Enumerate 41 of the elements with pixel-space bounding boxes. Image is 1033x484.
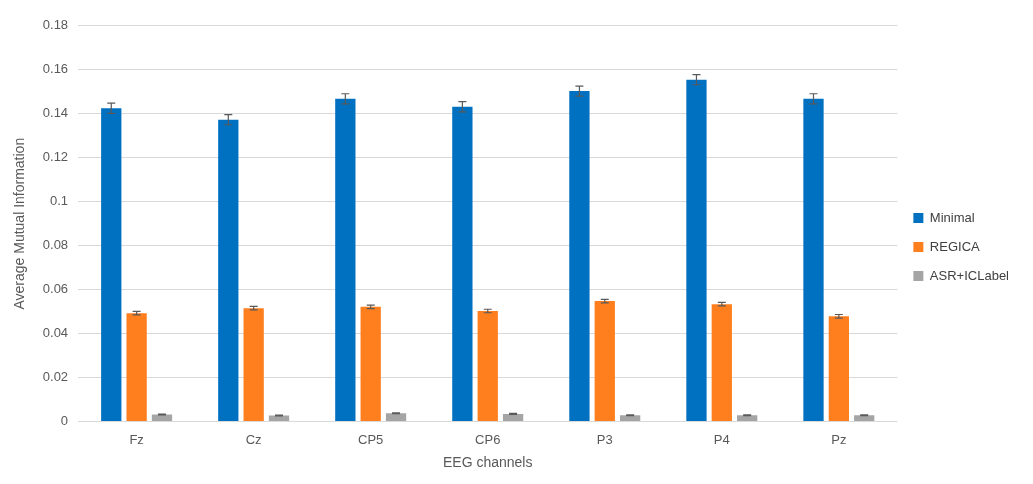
bar xyxy=(803,98,824,422)
bar xyxy=(218,119,239,422)
y-tick-label: 0.02 xyxy=(42,369,69,385)
bar xyxy=(737,415,758,422)
bar xyxy=(335,98,356,422)
bar xyxy=(854,415,875,422)
bar xyxy=(101,108,122,422)
y-tick-label: 0.08 xyxy=(42,237,69,253)
y-tick-label: 0.12 xyxy=(42,149,69,165)
x-tick-label: P3 xyxy=(596,431,613,447)
bar xyxy=(594,301,615,422)
bar xyxy=(619,415,641,422)
bar xyxy=(452,106,473,422)
bar xyxy=(828,316,849,422)
y-tick-label: 0 xyxy=(60,413,69,429)
y-tick-label: 0.14 xyxy=(42,105,69,121)
x-tick-label: CP6 xyxy=(475,431,501,447)
y-tick-label: 0.04 xyxy=(42,325,69,341)
y-axis-title: Average Mutual Information xyxy=(11,137,28,310)
bar xyxy=(126,313,147,422)
x-axis-title: EEG channels xyxy=(442,454,533,471)
bar xyxy=(502,413,524,422)
bar xyxy=(243,308,264,422)
legend-label: REGICA xyxy=(929,238,981,254)
x-tick-label: Cz xyxy=(245,431,262,447)
bar xyxy=(569,91,590,422)
x-tick-label: CP5 xyxy=(358,431,384,447)
y-tick-label: 0.18 xyxy=(42,17,69,33)
bar xyxy=(711,304,732,422)
legend-label: Minimal xyxy=(929,209,975,225)
y-tick-label: 0.16 xyxy=(42,61,69,77)
bar xyxy=(360,306,381,422)
x-tick-label: P4 xyxy=(713,431,730,447)
y-tick-label: 0.06 xyxy=(42,281,69,297)
x-tick-label: Pz xyxy=(831,431,847,447)
bar xyxy=(686,79,707,422)
bar xyxy=(385,413,407,422)
y-tick-label: 0.1 xyxy=(50,193,69,209)
bar xyxy=(477,311,498,422)
x-tick-label: Fz xyxy=(129,431,144,447)
legend-label: ASR+ICLabel xyxy=(929,267,1010,283)
